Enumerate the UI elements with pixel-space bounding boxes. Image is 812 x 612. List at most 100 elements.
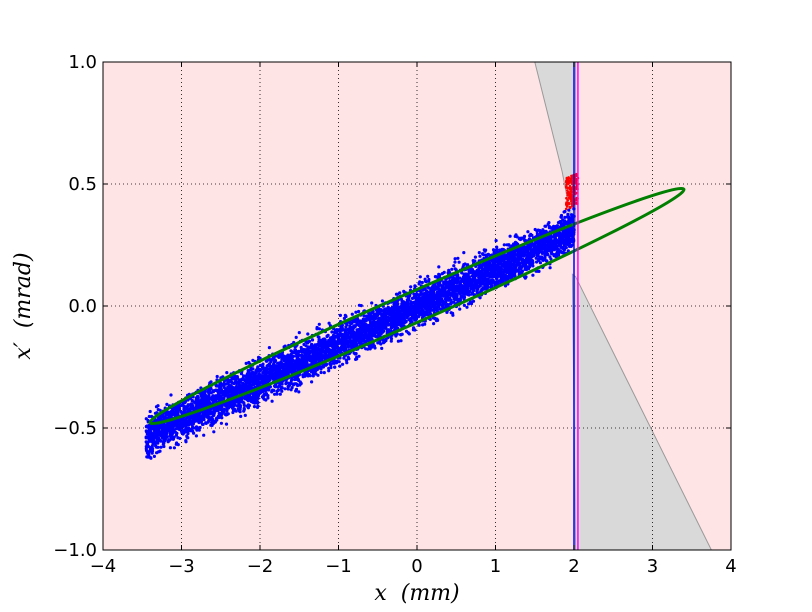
particle-point — [490, 279, 494, 283]
particle-point — [420, 280, 424, 285]
particle-point — [262, 397, 266, 401]
particle-point — [172, 406, 177, 410]
particle-point — [408, 317, 413, 321]
particle-point — [442, 270, 446, 274]
particle-point — [267, 346, 271, 350]
particle-point — [149, 431, 153, 435]
particle-point — [524, 266, 528, 270]
particle-point — [174, 433, 178, 437]
particle-point — [188, 428, 192, 432]
particle-point — [289, 369, 293, 373]
particle-point — [255, 366, 260, 371]
particle-point — [164, 434, 168, 439]
particle-point — [222, 386, 226, 390]
particle-point — [466, 293, 470, 297]
particle-point — [541, 257, 545, 261]
particle-point — [375, 309, 379, 313]
particle-point — [329, 353, 333, 357]
particle-point — [331, 340, 335, 344]
particle-point — [327, 344, 331, 348]
particle-point — [502, 271, 506, 275]
particle-point — [433, 275, 437, 279]
particle-point — [552, 253, 556, 257]
particle-point — [173, 410, 177, 414]
particle-point — [270, 399, 274, 403]
particle-point — [477, 251, 481, 255]
particle-point — [363, 340, 367, 344]
particle-point — [453, 260, 457, 264]
particle-point — [354, 352, 358, 356]
particle-point — [248, 376, 252, 380]
particle-point — [179, 410, 183, 414]
particle-point — [341, 334, 345, 339]
particle-point — [226, 385, 230, 389]
particle-point — [373, 346, 377, 350]
particle-point — [280, 385, 284, 390]
particle-point — [294, 335, 298, 339]
particle-point — [278, 392, 282, 396]
particle-point — [453, 257, 457, 261]
particle-point — [294, 377, 298, 381]
particle-point — [432, 298, 436, 303]
particle-point — [515, 268, 519, 272]
particle-point — [483, 249, 487, 253]
particle-point — [469, 287, 473, 291]
particle-point — [495, 248, 499, 252]
particle-point — [206, 420, 210, 424]
particle-point — [435, 308, 439, 312]
particle-point — [423, 298, 427, 302]
particle-point — [450, 267, 454, 271]
particle-point — [531, 273, 535, 277]
particle-point — [219, 421, 223, 425]
particle-point — [465, 305, 469, 309]
particle-point — [330, 330, 334, 334]
particle-point — [176, 443, 180, 447]
particle-point — [508, 234, 512, 238]
particle-point — [339, 339, 343, 343]
particle-point — [190, 398, 194, 403]
particle-point — [413, 284, 417, 288]
particle-point — [364, 331, 368, 335]
particle-point — [413, 303, 417, 307]
particle-point — [502, 257, 506, 261]
particle-point — [490, 281, 494, 285]
particle-point — [459, 284, 463, 288]
particle-point — [529, 242, 533, 246]
particle-point — [300, 350, 304, 354]
particle-point — [534, 256, 538, 260]
particle-point — [212, 406, 216, 411]
particle-point — [480, 270, 484, 275]
particle-point — [380, 346, 384, 350]
particle-point — [478, 282, 483, 286]
particle-point — [209, 412, 213, 416]
particle-point — [364, 318, 368, 322]
particle-point — [210, 423, 214, 427]
particle-point — [394, 292, 399, 296]
particle-point — [158, 438, 162, 442]
particle-point — [312, 368, 316, 372]
particle-point — [265, 359, 269, 363]
particle-point — [347, 357, 351, 361]
particle-point — [551, 227, 555, 231]
particle-point — [369, 344, 373, 349]
particle-point — [357, 319, 361, 323]
particle-point — [504, 257, 508, 261]
particle-point — [235, 390, 239, 394]
particle-point — [289, 388, 293, 392]
particle-point — [402, 321, 406, 325]
particle-point — [324, 363, 328, 367]
particle-point — [341, 362, 345, 366]
particle-point — [257, 382, 261, 386]
particle-point — [452, 296, 456, 301]
particle-point — [245, 372, 249, 376]
particle-point — [169, 393, 173, 397]
particle-point — [490, 284, 494, 288]
particle-point — [246, 369, 250, 373]
particle-point — [221, 408, 225, 413]
particle-point — [413, 318, 417, 322]
particle-point — [275, 392, 279, 396]
particle-point — [362, 314, 366, 318]
particle-point — [235, 381, 239, 386]
particle-point — [563, 209, 567, 214]
particle-point — [238, 404, 242, 408]
